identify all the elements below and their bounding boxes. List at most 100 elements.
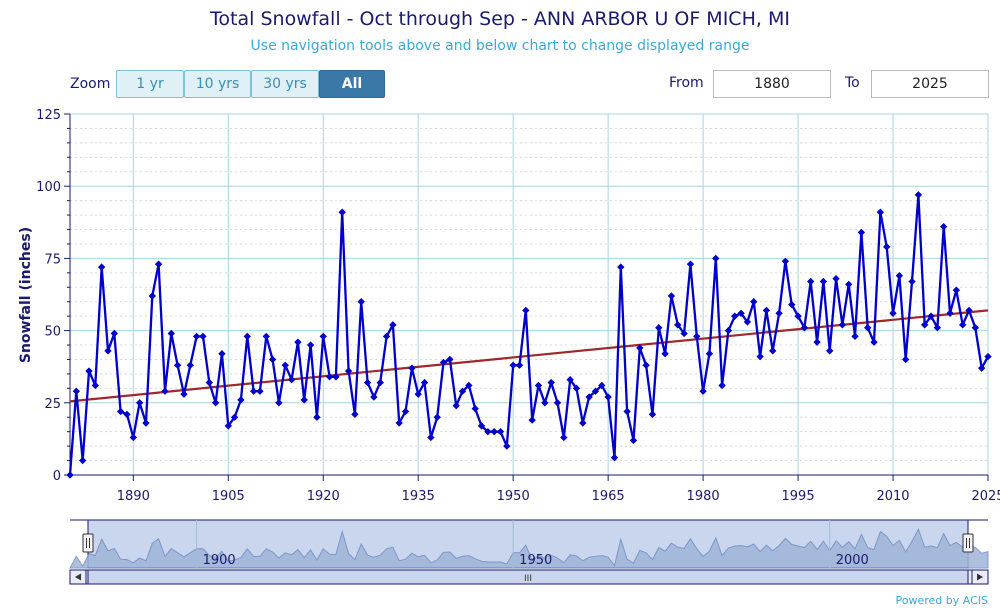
data-point [547, 378, 555, 387]
data-point [585, 393, 593, 401]
data-point [566, 376, 574, 384]
chart-subtitle: Use navigation tools above and below cha… [250, 38, 750, 54]
data-point [433, 413, 441, 421]
data-point [857, 228, 866, 237]
zoom-1yr-button[interactable]: 1 yr [116, 70, 184, 98]
navigator[interactable]: 1900 1950 2000 III [69, 519, 989, 585]
data-point [699, 387, 707, 395]
y-tick-label: 125 [36, 108, 61, 123]
data-point [66, 471, 74, 479]
chevron-right-icon [977, 573, 983, 581]
y-tick-label: 0 [53, 469, 61, 484]
navigator-tick-label: 1900 [203, 553, 236, 568]
data-point [800, 324, 809, 332]
data-point [243, 332, 251, 341]
navigator-right-handle[interactable] [962, 533, 974, 553]
data-point [357, 298, 365, 306]
x-tick-label: 2010 [876, 489, 909, 504]
data-point [249, 387, 258, 395]
data-point [579, 419, 587, 427]
data-point [72, 387, 81, 395]
data-point [218, 350, 226, 358]
data-point [883, 243, 891, 251]
data-point [712, 254, 720, 263]
data-point [553, 399, 562, 407]
data-point [731, 312, 739, 320]
zoom-all-button[interactable]: All [319, 70, 385, 98]
data-point [674, 321, 682, 329]
series-line [68, 193, 990, 476]
data-point [496, 428, 505, 436]
data-point [458, 387, 467, 395]
data-point [750, 298, 758, 306]
data-point [933, 324, 942, 332]
data-point [142, 419, 150, 427]
x-tick-label: 1935 [402, 489, 435, 504]
x-tick-label: 1980 [687, 489, 720, 504]
data-point [78, 456, 87, 465]
chart-title: Total Snowfall - Oct through Sep - ANN A… [210, 8, 790, 30]
from-input[interactable] [713, 70, 831, 98]
data-point [256, 387, 264, 395]
data-point [851, 332, 859, 341]
data-point [465, 381, 473, 390]
data-point [813, 338, 821, 346]
data-point [876, 208, 885, 216]
x-tick-label: 1905 [212, 489, 245, 504]
data-point [940, 222, 948, 231]
data-point [598, 381, 606, 390]
data-point [420, 378, 429, 387]
data-point [395, 419, 403, 427]
data-point [604, 393, 612, 401]
data-point [534, 381, 543, 390]
data-point [477, 422, 486, 430]
data-point [845, 280, 853, 289]
navigator-area [69, 527, 989, 569]
scrollbar-thumb[interactable] [87, 569, 969, 585]
data-point [167, 329, 175, 338]
data-point [344, 367, 353, 375]
data-point [636, 344, 644, 352]
data-point [414, 390, 422, 398]
data-point [484, 428, 492, 436]
data-point [965, 306, 973, 315]
data-point [205, 378, 213, 387]
data-point [522, 306, 530, 315]
data-point [737, 309, 745, 317]
zoom-10yrs-button[interactable]: 10 yrs [184, 70, 251, 98]
data-point [104, 347, 112, 355]
x-tick-label: 1995 [782, 489, 815, 504]
zoom-30yrs-button[interactable]: 30 yrs [251, 70, 319, 98]
data-point [237, 396, 245, 404]
axis-layer: 0 25 50 75 100 125 1890 1905 1920 1935 1950 1965 198… [36, 108, 1000, 504]
credit-link[interactable]: Powered by ACIS [895, 594, 989, 607]
data-point [762, 306, 771, 315]
data-point [914, 191, 923, 199]
data-point [110, 329, 118, 338]
data-point [135, 399, 144, 407]
data-point [173, 361, 182, 369]
data-point [864, 324, 872, 332]
data-point [946, 309, 954, 317]
to-input[interactable] [871, 70, 989, 98]
x-tick-label: 1890 [117, 489, 150, 504]
data-point [427, 433, 435, 442]
data-point [515, 361, 524, 369]
data-point [313, 413, 321, 421]
navigator-tick-label: 2000 [836, 553, 869, 568]
navigator-left-handle[interactable] [82, 533, 94, 553]
data-point [338, 208, 346, 216]
data-point [281, 361, 289, 369]
zoom-label: Zoom [70, 76, 111, 92]
data-point [705, 350, 714, 358]
data-point [490, 428, 498, 436]
data-point [560, 433, 568, 442]
data-point [971, 324, 980, 332]
data-point [984, 352, 992, 361]
data-point [294, 338, 302, 346]
data-point [952, 286, 961, 294]
data-point [927, 312, 935, 320]
data-point [148, 292, 156, 300]
data-point [870, 338, 878, 346]
